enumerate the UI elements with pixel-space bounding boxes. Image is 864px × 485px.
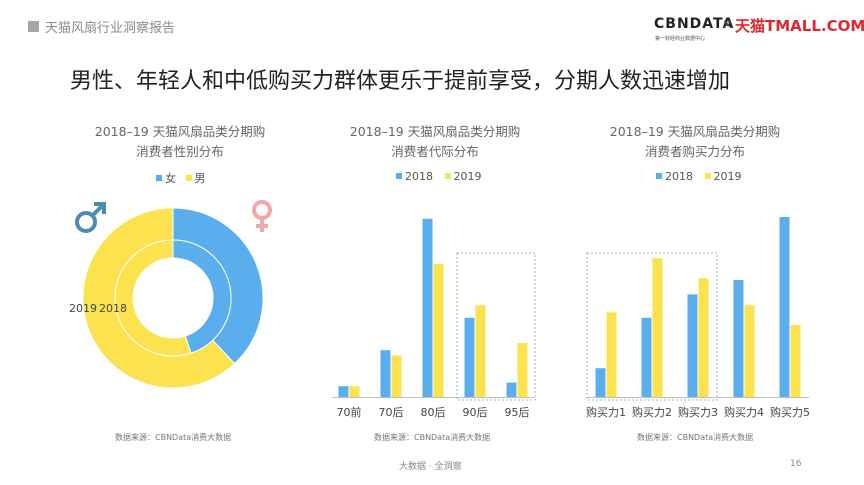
- donut-ring-label-2019: 2019: [69, 302, 97, 315]
- x-tick-label-70后: 70后: [379, 406, 404, 419]
- legend-label-female: 女: [165, 172, 176, 185]
- bar-购买力1-2018: [595, 368, 606, 397]
- panel2-source: 数据来源：CBNData消费大数据: [374, 433, 491, 442]
- legend-label-male: 男: [194, 172, 206, 185]
- x-tick-label-购买力3: 购买力3: [678, 405, 718, 419]
- bar-70前-2018: [338, 386, 349, 397]
- panel2-title-line2: 消费者代际分布: [391, 144, 479, 159]
- legend-swatch-yellow: [444, 173, 451, 179]
- female-symbol-ring: [252, 200, 272, 220]
- panel2-legend: 2018 2019: [396, 170, 482, 183]
- bar-购买力3-2018: [687, 294, 698, 397]
- panel3-source: 数据来源：CBNData消费大数据: [637, 433, 754, 442]
- male-symbol-arrow-shaft: [91, 204, 104, 217]
- bar-90后-2019: [475, 305, 486, 397]
- legend-swatch-blue: [396, 173, 402, 179]
- generation-bar-chart: 70前 70后 80后 90后 95后: [332, 218, 536, 419]
- page-number: 16: [790, 459, 802, 469]
- bar-80后-2019: [433, 263, 444, 397]
- x-tick-label-购买力4: 购买力4: [724, 405, 764, 419]
- donut-ring-label-2018: 2018: [99, 302, 127, 315]
- legend-swatch-yellow: [185, 175, 192, 181]
- bar-购买力2-2018: [641, 317, 652, 397]
- logo-tmall: 天猫TMALL.COM: [735, 17, 864, 35]
- slide-headline: 男性、年轻人和中低购买力群体更乐于提前享受，分期人数迅速增加: [70, 69, 731, 94]
- highlight-box: [586, 252, 718, 401]
- legend-label-2018: 2018: [665, 170, 693, 183]
- bar-购买力2-2019: [652, 258, 663, 397]
- x-tick-label-70前: 70前: [337, 405, 362, 419]
- panel1-title-line1: 2018–19 天猫风扇品类分期购: [94, 124, 266, 139]
- logo-cbndata: CBNDATA: [654, 16, 735, 32]
- panel3-title-line2: 消费者购买力分布: [644, 144, 745, 159]
- x-tick-label-90后: 90后: [463, 406, 488, 419]
- footer-text: 大数据 · 全洞察: [399, 462, 462, 472]
- purchasing-power-bar-chart: 购买力1 购买力2 购买力3 购买力4 购买力5: [586, 217, 810, 419]
- report-title: 天猫风扇行业洞察报告: [45, 21, 176, 36]
- x-tick-label-购买力2: 购买力2: [632, 405, 672, 419]
- legend-swatch-blue: [156, 175, 162, 181]
- bar-购买力4-2018: [733, 280, 744, 397]
- logo-tagline: 第一财经商业数据中心: [655, 36, 706, 42]
- legend-label-2019: 2019: [453, 170, 482, 183]
- x-tick-label-95后: 95后: [505, 406, 530, 419]
- female-symbol-icon: [252, 200, 272, 232]
- bar-购买力4-2019: [744, 305, 755, 397]
- donut-slice-2018-male: [114, 239, 192, 357]
- logo-separator: ×: [722, 17, 733, 31]
- panel1-legend: 女 男: [156, 170, 206, 186]
- bar-购买力1-2019: [606, 312, 617, 397]
- panel2-title-line1: 2018–19 天猫风扇品类分期购: [349, 124, 521, 139]
- brand-logo: CBNDATA 第一财经商业数据中心 × 天猫TMALL.COM: [654, 14, 864, 44]
- gender-donut-chart: 2019 2018: [69, 200, 272, 389]
- legend-swatch-yellow: [704, 173, 711, 179]
- bar-购买力5-2018: [779, 217, 790, 397]
- legend-swatch-blue: [656, 173, 662, 179]
- bar-90后-2018: [464, 317, 475, 397]
- bar-购买力5-2019: [790, 325, 801, 397]
- x-tick-label-购买力5: 购买力5: [770, 405, 810, 419]
- panel1-title: 2018–19 天猫风扇品类分期购 消费者性别分布: [60, 122, 300, 162]
- panel2-title: 2018–19 天猫风扇品类分期购 消费者代际分布: [315, 122, 555, 162]
- panel1-source: 数据来源：CBNData消费大数据: [115, 433, 232, 442]
- male-symbol-arrow-head: [94, 202, 106, 214]
- bar-95后-2018: [506, 382, 517, 397]
- panel1-title-line2: 消费者性别分布: [136, 144, 224, 159]
- legend-label-2019: 2019: [713, 170, 742, 183]
- x-tick-label-购买力1: 购买力1: [586, 405, 626, 419]
- panel3-title: 2018–19 天猫风扇品类分期购 消费者购买力分布: [575, 122, 815, 162]
- x-tick-label-80后: 80后: [421, 406, 446, 419]
- bar-95后-2019: [517, 343, 528, 397]
- male-symbol-icon: [75, 202, 106, 233]
- male-symbol-ring: [75, 211, 97, 233]
- bar-80后-2018: [422, 218, 433, 397]
- bar-购买力3-2019: [698, 278, 709, 397]
- bar-70前-2019: [349, 386, 360, 397]
- panel3-legend: 2018 2019: [656, 170, 742, 183]
- highlight-box: [456, 252, 536, 401]
- bar-70后-2019: [391, 355, 402, 397]
- header-marker: [28, 21, 39, 32]
- panel3-title-line1: 2018–19 天猫风扇品类分期购: [609, 124, 781, 139]
- bar-70后-2018: [380, 350, 391, 397]
- legend-label-2018: 2018: [405, 170, 433, 183]
